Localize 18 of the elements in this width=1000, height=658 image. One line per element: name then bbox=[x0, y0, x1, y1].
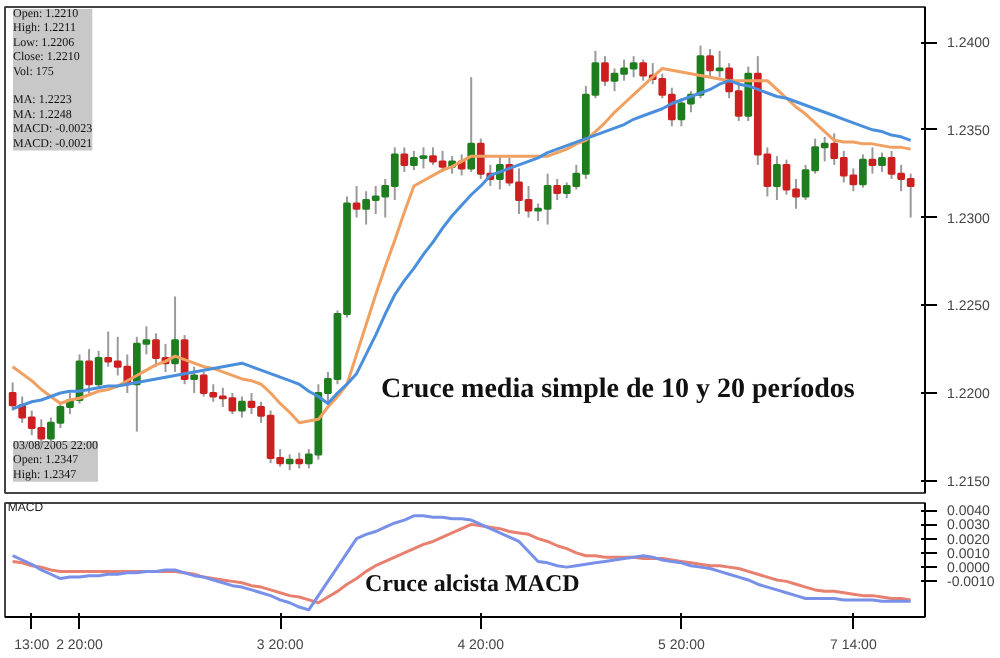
candlestick bbox=[601, 55, 609, 87]
candlestick bbox=[171, 295, 179, 373]
candlestick bbox=[238, 395, 246, 419]
candlestick bbox=[85, 348, 93, 394]
candlestick bbox=[715, 49, 724, 79]
candlestick bbox=[400, 146, 409, 173]
candlestick bbox=[190, 365, 199, 394]
candlestick bbox=[553, 177, 562, 201]
candlestick bbox=[467, 76, 476, 173]
annotation: Cruce media simple de 10 y 20 períodos bbox=[381, 375, 856, 405]
candlestick bbox=[878, 151, 886, 173]
candlestick bbox=[859, 153, 867, 189]
candlestick bbox=[773, 155, 781, 201]
candlestick bbox=[706, 48, 714, 79]
candlestick bbox=[94, 349, 103, 389]
candlestick bbox=[352, 184, 361, 219]
annotation: Cruce alcista MACD bbox=[365, 569, 581, 597]
candlestick bbox=[868, 146, 877, 175]
